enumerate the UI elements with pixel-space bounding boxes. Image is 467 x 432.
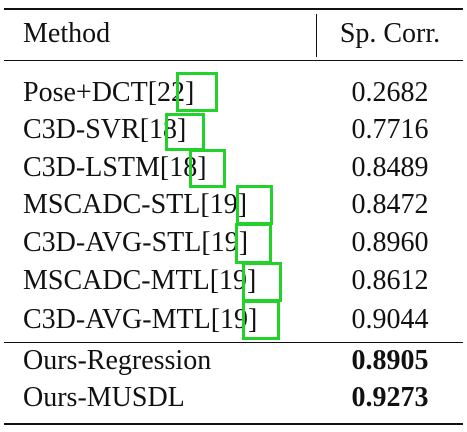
method-name: MSCADC-STL xyxy=(23,189,201,220)
top-rule xyxy=(4,8,463,10)
citation-number: 18 xyxy=(169,152,198,183)
score-cell: 0.7716 xyxy=(351,114,429,145)
column-divider xyxy=(316,14,317,57)
results-rule xyxy=(4,342,463,343)
citation-number: 19 xyxy=(209,189,238,220)
score-column-header: Sp. Corr. xyxy=(339,18,441,49)
citation-number: 22 xyxy=(157,77,186,108)
citation-number: 19 xyxy=(220,304,249,335)
method-name: C3D-LSTM xyxy=(23,152,160,183)
method-cell: C3D-LSTM [18] xyxy=(23,149,313,187)
method-column-header: Method xyxy=(23,18,111,49)
method-cell: MSCADC-STL [19] xyxy=(23,186,313,224)
header-rule xyxy=(4,60,463,61)
citation-reference: [18] xyxy=(139,114,187,145)
citation-reference: [22] xyxy=(147,77,195,108)
citation-reference: [19] xyxy=(210,304,258,335)
citation-number: 19 xyxy=(219,265,248,296)
method-name: C3D-AVG-MTL xyxy=(23,304,211,335)
citation-reference: [18] xyxy=(159,152,207,183)
score-cell: 0.9273 xyxy=(351,382,429,413)
citation-number: 19 xyxy=(210,227,239,258)
citation-number: 18 xyxy=(149,114,178,145)
method-name: C3D-SVR xyxy=(23,114,140,145)
method-name: MSCADC-MTL xyxy=(23,265,210,296)
bottom-rule xyxy=(4,423,463,425)
citation-reference: [19] xyxy=(201,227,249,258)
method-cell: MSCADC-MTL [19] xyxy=(23,262,313,300)
method-cell: Pose+DCT [22] xyxy=(23,74,313,112)
score-cell: 0.8612 xyxy=(351,265,429,296)
method-cell: C3D-AVG-MTL [19] xyxy=(23,301,313,339)
method-cell: C3D-SVR [18] xyxy=(23,111,313,149)
score-cell: 0.8960 xyxy=(351,227,429,258)
score-cell: 0.8905 xyxy=(351,345,429,376)
score-cell: 0.8472 xyxy=(351,189,429,220)
method-name: C3D-AVG-STL xyxy=(23,227,202,258)
method-cell: Ours-Regression xyxy=(23,342,313,380)
method-name: Ours-MUSDL xyxy=(23,382,185,413)
citation-reference: [19] xyxy=(200,189,248,220)
method-cell: C3D-AVG-STL [19] xyxy=(23,224,313,262)
score-cell: 0.2682 xyxy=(351,77,429,108)
score-cell: 0.9044 xyxy=(351,304,429,335)
score-cell: 0.8489 xyxy=(351,152,429,183)
citation-reference: [19] xyxy=(209,265,257,296)
method-name: Pose+DCT xyxy=(23,77,148,108)
method-name: Ours-Regression xyxy=(23,345,212,376)
method-cell: Ours-MUSDL xyxy=(23,379,313,417)
